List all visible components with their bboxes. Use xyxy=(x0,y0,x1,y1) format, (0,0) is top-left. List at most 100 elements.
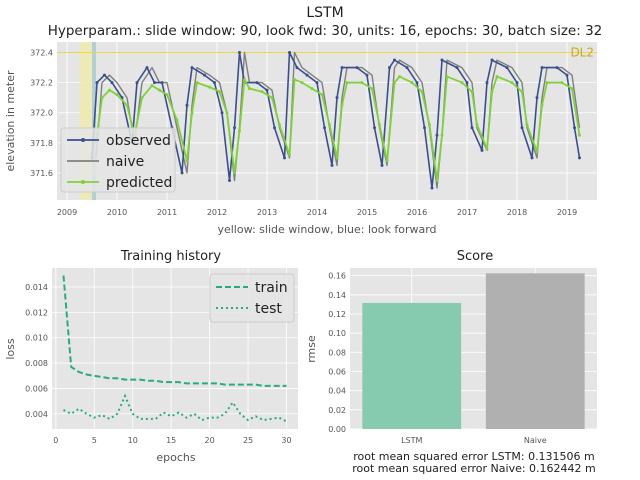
figure-title: LSTM xyxy=(306,5,343,21)
elevation-x-axis-label: yellow: slide window, blue: look forward xyxy=(217,223,436,236)
observed-point xyxy=(340,66,344,70)
training-x-tick-label: 30 xyxy=(281,436,291,445)
observed-point xyxy=(405,66,409,70)
observed-point xyxy=(228,178,231,182)
predicted-point xyxy=(165,93,169,97)
score-y-tick-label: 0.06 xyxy=(328,368,346,377)
predicted-point xyxy=(428,123,431,127)
training-x-tick-label: 10 xyxy=(128,436,138,445)
training-x-tick-label: 5 xyxy=(92,436,97,445)
predicted-point xyxy=(410,81,414,85)
predicted-point xyxy=(225,111,229,115)
predicted-point xyxy=(190,111,194,115)
observed-point xyxy=(110,81,114,85)
elevation-y-tick-label: 372.0 xyxy=(30,109,53,118)
observed-point xyxy=(315,81,319,85)
training-x-tick-label: 20 xyxy=(205,436,215,445)
legend-test-label: test xyxy=(255,301,282,317)
observed-point xyxy=(180,171,184,175)
predicted-point xyxy=(300,81,304,85)
legend-observed-swatch-marker xyxy=(81,138,85,142)
predicted-point xyxy=(470,90,474,94)
score-y-tick-label: 0.08 xyxy=(328,348,346,357)
observed-point xyxy=(485,81,489,85)
predicted-point xyxy=(420,90,424,94)
observed-point xyxy=(323,126,326,130)
observed-point xyxy=(440,58,444,62)
observed-point xyxy=(540,66,544,70)
predicted-point xyxy=(460,81,464,85)
training-x-tick-label: 0 xyxy=(53,436,58,445)
predicted-series-line xyxy=(95,75,581,182)
elevation-chart: DL2 2009 2010 2011 2012 2013 2014 2015 2016 2017… xyxy=(4,42,597,236)
score-note-naive: root mean squared error Naive: 0.162442 … xyxy=(352,462,596,475)
observed-point xyxy=(335,96,339,100)
figure-subtitle: Hyperparam.: slide window: 90, look fwd:… xyxy=(48,23,603,39)
observed-point xyxy=(423,126,426,130)
score-chart: Score 0.00 0.02 0.04 0.06 0.08 0.10 0.12 0.14 0.… xyxy=(305,249,597,475)
predicted-point xyxy=(398,75,401,79)
score-y-tick-label: 0.04 xyxy=(328,387,346,396)
observed-point xyxy=(95,81,99,85)
predicted-point xyxy=(328,123,331,127)
elevation-y-tick-label: 371.8 xyxy=(30,139,53,148)
observed-point xyxy=(190,66,194,70)
elevation-x-tick-label: 2016 xyxy=(407,208,427,217)
observed-point xyxy=(365,73,369,77)
predicted-point xyxy=(545,81,549,85)
elevation-y-tick-label: 372.4 xyxy=(30,49,53,58)
score-y-tick-label: 0.10 xyxy=(328,329,346,338)
elevation-x-tick-label: 2014 xyxy=(307,208,327,217)
legend-predicted-swatch-marker xyxy=(81,180,85,184)
observed-point xyxy=(505,66,509,70)
predicted-point xyxy=(288,153,291,157)
observed-point xyxy=(355,66,359,70)
observed-point xyxy=(255,81,259,85)
score-y-tick-label: 0.02 xyxy=(328,406,346,415)
predicted-point xyxy=(108,88,111,92)
observed-point xyxy=(573,126,576,130)
predicted-point xyxy=(243,78,246,82)
score-y-tick-label: 0.12 xyxy=(328,310,346,319)
training-y-tick-label: 0.012 xyxy=(25,308,48,317)
predicted-point xyxy=(445,75,449,79)
legend-train-label: train xyxy=(255,280,288,296)
predicted-point xyxy=(520,90,524,94)
predicted-point xyxy=(440,133,444,137)
training-legend: train test xyxy=(209,273,295,323)
observed-point xyxy=(233,126,236,130)
observed-point xyxy=(305,73,309,77)
predicted-point xyxy=(278,123,281,127)
observed-point xyxy=(153,81,156,85)
observed-point xyxy=(455,66,459,70)
predicted-point xyxy=(150,84,154,88)
predicted-point xyxy=(570,87,574,91)
legend-predicted-label: predicted xyxy=(106,175,172,191)
predicted-point xyxy=(158,88,161,92)
training-y-axis-label: loss xyxy=(4,338,17,360)
predicted-point xyxy=(510,81,514,85)
score-y-axis-label: rmse xyxy=(305,335,318,363)
score-y-tick-label: 0.00 xyxy=(328,425,346,434)
training-x-tick-label: 15 xyxy=(166,436,176,445)
observed-point xyxy=(203,73,206,77)
predicted-point xyxy=(195,81,199,85)
elevation-x-tick-label: 2013 xyxy=(257,208,277,217)
elevation-x-tick-label: 2012 xyxy=(207,208,227,217)
observed-point xyxy=(273,126,276,130)
predicted-point xyxy=(233,171,236,175)
score-note-lstm: root mean squared error LSTM: 0.131506 m xyxy=(353,450,595,463)
observed-point xyxy=(490,58,494,62)
predicted-point xyxy=(340,103,344,107)
train-loss-line xyxy=(62,275,287,387)
training-y-tick-label: 0.010 xyxy=(25,334,48,343)
observed-point xyxy=(393,58,396,62)
predicted-point xyxy=(115,93,119,97)
training-y-tick-label: 0.008 xyxy=(25,359,48,368)
predicted-point xyxy=(475,123,479,127)
training-y-tick-label: 0.004 xyxy=(25,410,48,419)
observed-point xyxy=(530,156,534,160)
elevation-x-tick-label: 2018 xyxy=(507,208,527,217)
training-history-title: Training history xyxy=(120,249,221,264)
